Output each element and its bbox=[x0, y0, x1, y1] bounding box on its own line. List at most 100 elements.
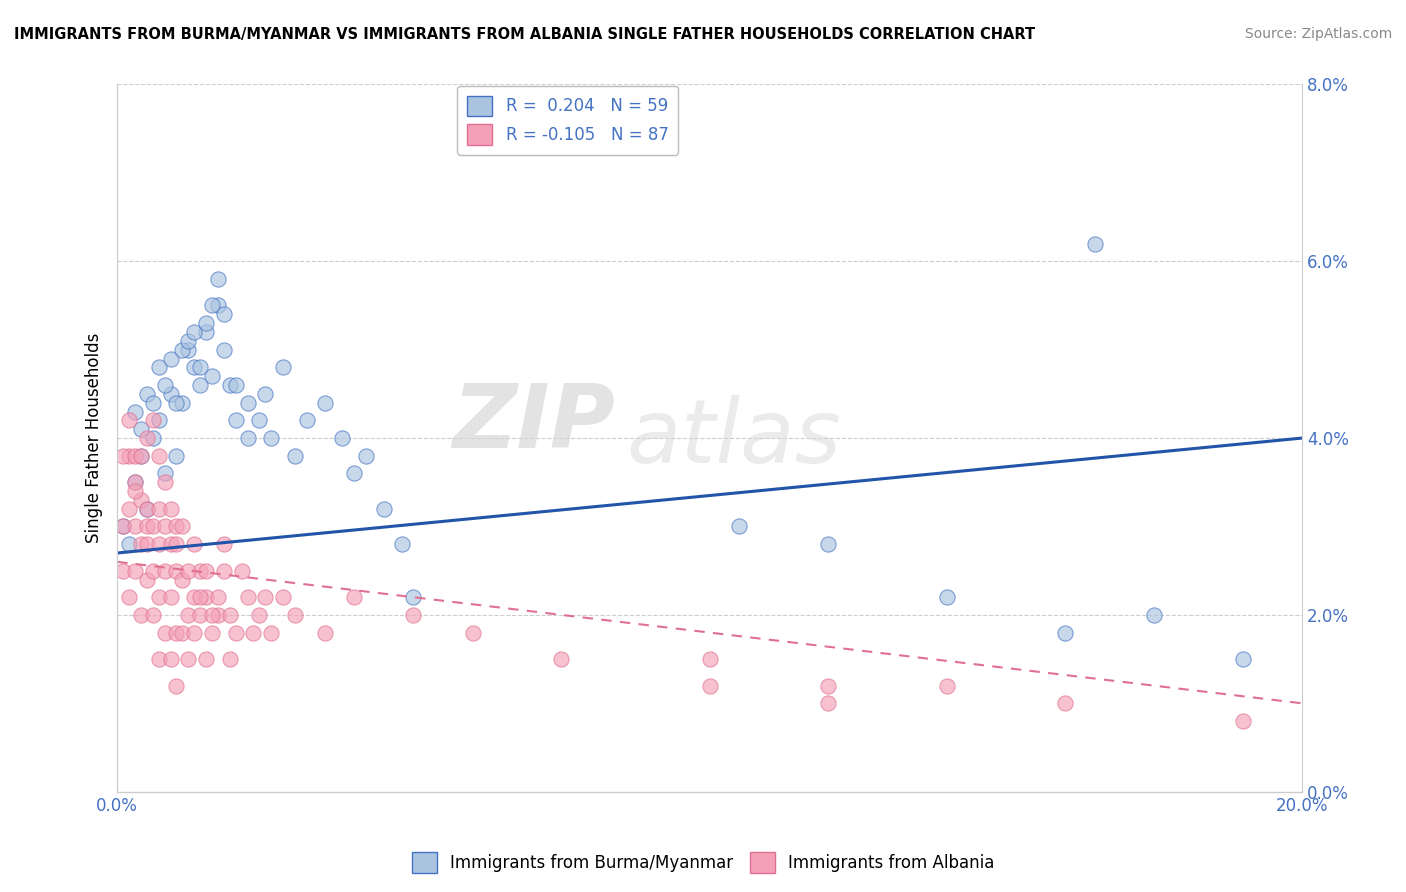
Point bbox=[135, 537, 157, 551]
Point bbox=[314, 625, 336, 640]
Point bbox=[699, 679, 721, 693]
Point bbox=[142, 431, 165, 445]
Point bbox=[699, 652, 721, 666]
Point bbox=[188, 564, 211, 578]
Point bbox=[142, 519, 165, 533]
Point bbox=[343, 467, 366, 481]
Point bbox=[124, 564, 146, 578]
Point bbox=[148, 501, 170, 516]
Point bbox=[159, 387, 181, 401]
Point bbox=[142, 607, 165, 622]
Point bbox=[817, 537, 839, 551]
Point bbox=[195, 591, 218, 605]
Point bbox=[112, 519, 135, 533]
Point bbox=[177, 607, 200, 622]
Point bbox=[135, 501, 157, 516]
Point bbox=[550, 652, 572, 666]
Point bbox=[188, 378, 211, 392]
Text: Source: ZipAtlas.com: Source: ZipAtlas.com bbox=[1244, 27, 1392, 41]
Point bbox=[402, 607, 425, 622]
Point bbox=[254, 387, 277, 401]
Point bbox=[728, 519, 751, 533]
Point bbox=[212, 564, 235, 578]
Point bbox=[218, 652, 240, 666]
Point bbox=[124, 475, 146, 490]
Point bbox=[201, 607, 224, 622]
Point bbox=[124, 519, 146, 533]
Point bbox=[129, 449, 152, 463]
Point bbox=[402, 591, 425, 605]
Point bbox=[172, 519, 194, 533]
Text: atlas: atlas bbox=[627, 395, 842, 481]
Point bbox=[153, 378, 176, 392]
Point bbox=[935, 591, 957, 605]
Point bbox=[165, 449, 187, 463]
Point bbox=[135, 573, 157, 587]
Point bbox=[195, 564, 218, 578]
Point bbox=[1143, 607, 1166, 622]
Point bbox=[177, 343, 200, 357]
Point bbox=[148, 537, 170, 551]
Point bbox=[118, 413, 141, 427]
Point bbox=[153, 625, 176, 640]
Point bbox=[135, 431, 157, 445]
Text: ZIP: ZIP bbox=[453, 380, 614, 467]
Point bbox=[195, 316, 218, 330]
Point bbox=[461, 625, 484, 640]
Point bbox=[165, 519, 187, 533]
Point bbox=[129, 537, 152, 551]
Point bbox=[231, 564, 253, 578]
Point bbox=[165, 625, 187, 640]
Point bbox=[260, 625, 283, 640]
Point bbox=[165, 564, 187, 578]
Point bbox=[177, 564, 200, 578]
Point bbox=[225, 413, 247, 427]
Point bbox=[207, 591, 229, 605]
Point bbox=[271, 591, 294, 605]
Point bbox=[165, 679, 187, 693]
Point bbox=[201, 369, 224, 384]
Point bbox=[118, 591, 141, 605]
Point bbox=[207, 607, 229, 622]
Point bbox=[295, 413, 318, 427]
Point bbox=[195, 325, 218, 339]
Point bbox=[212, 307, 235, 321]
Point bbox=[148, 449, 170, 463]
Point bbox=[207, 272, 229, 286]
Point bbox=[172, 395, 194, 409]
Point bbox=[153, 467, 176, 481]
Point bbox=[260, 431, 283, 445]
Point bbox=[135, 501, 157, 516]
Point bbox=[148, 413, 170, 427]
Point bbox=[225, 378, 247, 392]
Point bbox=[129, 449, 152, 463]
Point bbox=[236, 395, 259, 409]
Point bbox=[124, 404, 146, 418]
Point bbox=[373, 501, 395, 516]
Point bbox=[124, 475, 146, 490]
Point bbox=[165, 537, 187, 551]
Text: IMMIGRANTS FROM BURMA/MYANMAR VS IMMIGRANTS FROM ALBANIA SINGLE FATHER HOUSEHOLD: IMMIGRANTS FROM BURMA/MYANMAR VS IMMIGRA… bbox=[14, 27, 1035, 42]
Point bbox=[183, 591, 205, 605]
Point bbox=[172, 343, 194, 357]
Point bbox=[153, 564, 176, 578]
Y-axis label: Single Father Households: Single Father Households bbox=[86, 333, 103, 543]
Point bbox=[159, 351, 181, 366]
Point bbox=[177, 652, 200, 666]
Point bbox=[159, 537, 181, 551]
Point bbox=[343, 591, 366, 605]
Point bbox=[195, 652, 218, 666]
Point bbox=[183, 360, 205, 375]
Point bbox=[254, 591, 277, 605]
Point bbox=[118, 501, 141, 516]
Point bbox=[188, 360, 211, 375]
Point bbox=[817, 679, 839, 693]
Point bbox=[159, 501, 181, 516]
Point bbox=[284, 607, 307, 622]
Point bbox=[1053, 696, 1076, 710]
Point bbox=[153, 475, 176, 490]
Point bbox=[118, 449, 141, 463]
Point bbox=[165, 395, 187, 409]
Point bbox=[142, 395, 165, 409]
Point bbox=[124, 484, 146, 499]
